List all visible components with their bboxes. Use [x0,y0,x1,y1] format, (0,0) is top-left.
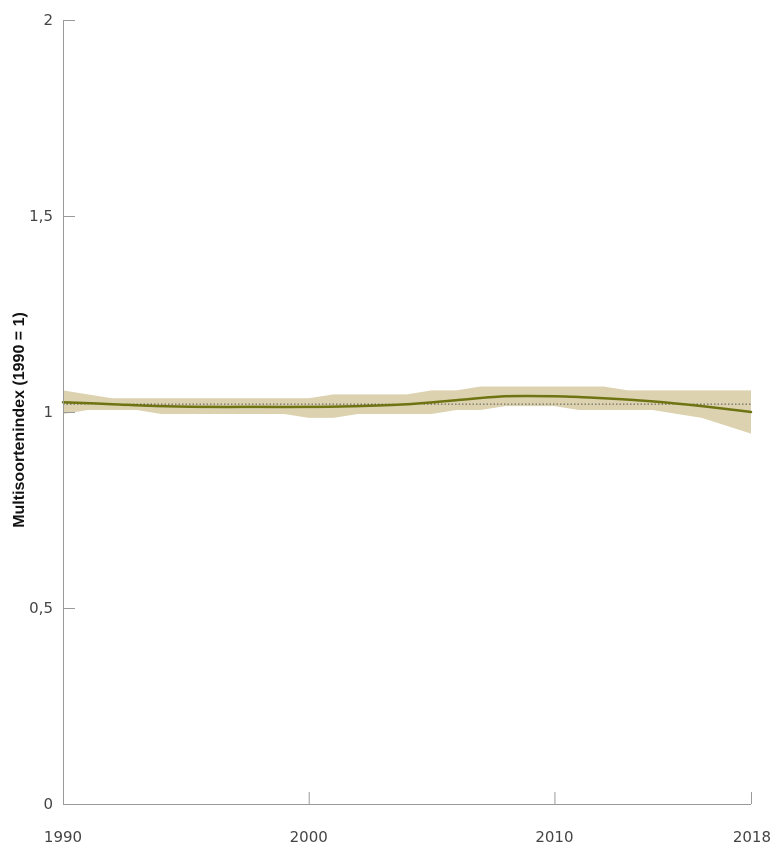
confidence-band-layer [63,386,751,434]
y-tick-label: 2 [43,11,53,29]
y-tick-label: 1,5 [29,207,53,225]
axes-layer [63,20,752,805]
y-tick-label: 0,5 [29,599,53,617]
y-axis-title: Multisoortenindex (1990 = 1) [11,312,28,528]
x-tick-label: 2010 [535,828,573,846]
x-tick-label: 1990 [44,828,82,846]
series-layer [61,394,753,414]
y-tick-label: 0 [43,795,53,813]
x-tick-label: 2000 [290,828,328,846]
tick-label-layer: 0 0,5 1 1,5 2 1990 2000 2010 2018 [29,11,771,846]
trend-line-0 [61,394,753,414]
x-tick-label: 2018 [733,828,771,846]
y-tick-label: 1 [43,403,53,421]
confidence-band [63,386,751,434]
